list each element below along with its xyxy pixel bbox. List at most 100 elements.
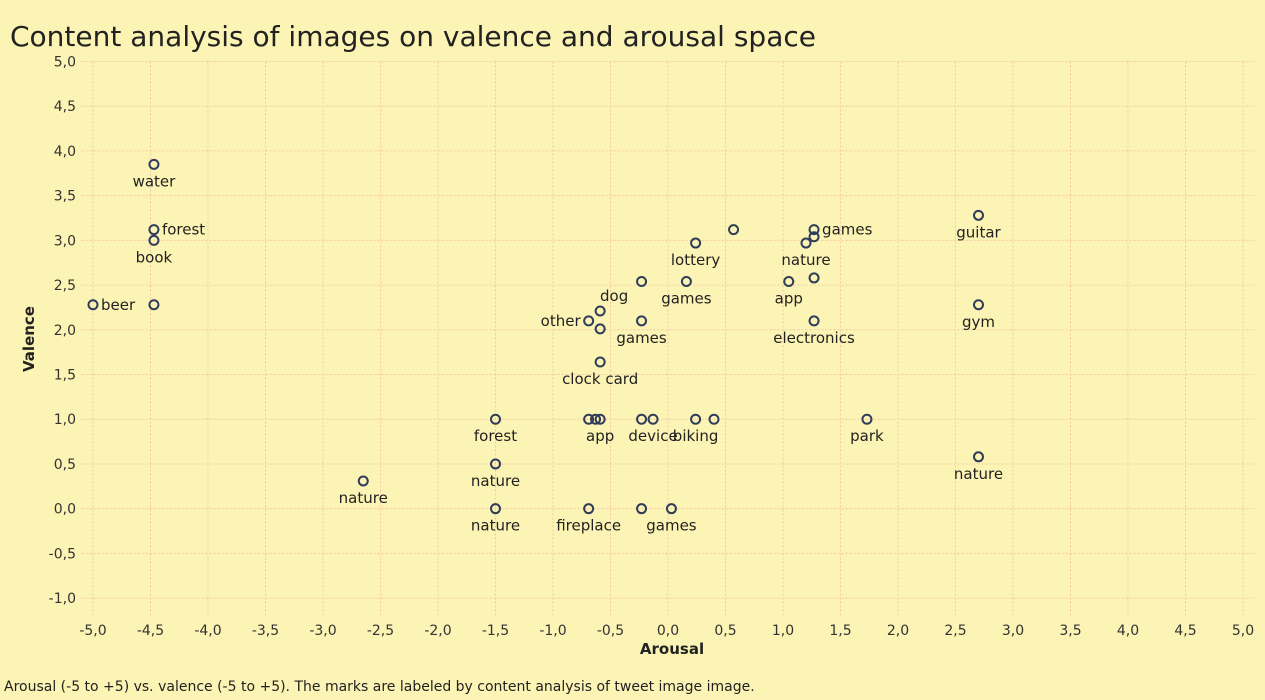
x-tick-label: 4,0 [1117, 623, 1139, 639]
point [594, 305, 606, 317]
point [583, 413, 595, 425]
point-label: clock card [562, 370, 638, 388]
y-tick-label: 3,0 [54, 233, 76, 249]
point [808, 272, 820, 284]
point [708, 413, 720, 425]
point-label: games [822, 221, 873, 239]
point [490, 458, 501, 470]
point-label: biking [673, 427, 719, 445]
point-label: nature [781, 251, 830, 269]
point-label: games [661, 290, 712, 308]
point-label: other [541, 312, 582, 330]
y-tick-label: 4,0 [54, 144, 76, 160]
point [636, 315, 648, 327]
point [861, 413, 873, 425]
point [783, 276, 795, 288]
x-tick-label: 3,0 [1002, 623, 1024, 639]
x-tick-label: -4,5 [137, 623, 164, 639]
point [590, 413, 602, 425]
y-tick-label: 1,0 [54, 412, 76, 428]
x-tick-label: -1,0 [539, 623, 566, 639]
x-tick-label: 3,5 [1059, 623, 1081, 639]
y-tick-label: 2,0 [54, 323, 76, 339]
point [728, 224, 740, 236]
point-label: book [136, 248, 173, 266]
point [665, 503, 677, 515]
point-label: nature [471, 472, 520, 490]
point-label: beer [101, 296, 136, 314]
x-tick-label: 1,5 [829, 623, 851, 639]
point-label: app [586, 427, 614, 445]
point-label: nature [954, 465, 1003, 483]
y-tick-label: -1,0 [49, 591, 76, 607]
x-tick-label: -3,5 [252, 623, 279, 639]
caption: Arousal (-5 to +5) vs. valence (-5 to +5… [4, 679, 755, 695]
point [148, 224, 160, 236]
point-label: fireplace [556, 517, 621, 535]
y-tick-label: 1,5 [54, 368, 76, 384]
point-label: nature [339, 489, 388, 507]
point-label: guitar [956, 223, 1001, 241]
x-tick-label: 0,0 [657, 623, 679, 639]
point [583, 315, 595, 327]
x-tick-label: -4,0 [194, 623, 221, 639]
y-tick-label: 2,5 [54, 278, 76, 294]
point [357, 475, 369, 487]
point-label: lottery [671, 251, 721, 269]
point-label: dog [600, 287, 628, 305]
point [800, 237, 812, 249]
point [636, 276, 648, 288]
y-tick-label: 4,5 [54, 99, 76, 115]
point [808, 224, 820, 236]
point [973, 209, 984, 221]
point-label: water [133, 172, 177, 190]
x-tick-label: 4,5 [1174, 623, 1196, 639]
point [594, 356, 606, 368]
point [148, 299, 160, 311]
point [690, 413, 702, 425]
point [583, 503, 595, 515]
point [148, 234, 160, 246]
x-tick-label: 5,0 [1232, 623, 1254, 639]
point [490, 413, 501, 425]
point [808, 231, 820, 243]
x-tick-label: -2,5 [367, 623, 394, 639]
point [636, 413, 648, 425]
y-tick-label: -0,5 [49, 546, 76, 562]
point-label: gym [962, 313, 995, 331]
point-label: games [616, 329, 667, 347]
point [594, 323, 606, 335]
y-tick-label: 0,0 [54, 502, 76, 518]
x-tick-label: 2,0 [887, 623, 909, 639]
y-tick-label: 5,0 [54, 55, 76, 71]
point [973, 451, 984, 463]
x-tick-label: -0,5 [597, 623, 624, 639]
y-tick-label: 3,5 [54, 189, 76, 205]
chart-title: Content analysis of images on valence an… [10, 20, 816, 53]
point [490, 503, 501, 515]
x-tick-label: 2,5 [944, 623, 966, 639]
point [690, 237, 702, 249]
x-tick-label: 1,0 [772, 623, 794, 639]
point-label: device [628, 427, 677, 445]
x-axis-label: Arousal [640, 640, 704, 658]
y-tick-label: 0,5 [54, 457, 76, 473]
point-label: forest [474, 427, 517, 445]
point-label: park [850, 427, 884, 445]
point [87, 299, 99, 311]
point-label: games [646, 517, 697, 535]
point [594, 413, 606, 425]
x-tick-label: -1,5 [482, 623, 509, 639]
point [647, 413, 659, 425]
point [808, 315, 820, 327]
point [973, 299, 984, 311]
y-axis-label: Valence [20, 306, 38, 372]
point [148, 158, 160, 170]
point [636, 503, 648, 515]
x-tick-label: -5,0 [79, 623, 106, 639]
point-label: forest [162, 221, 205, 239]
x-tick-label: 0,5 [714, 623, 736, 639]
point-label: electronics [773, 329, 855, 347]
